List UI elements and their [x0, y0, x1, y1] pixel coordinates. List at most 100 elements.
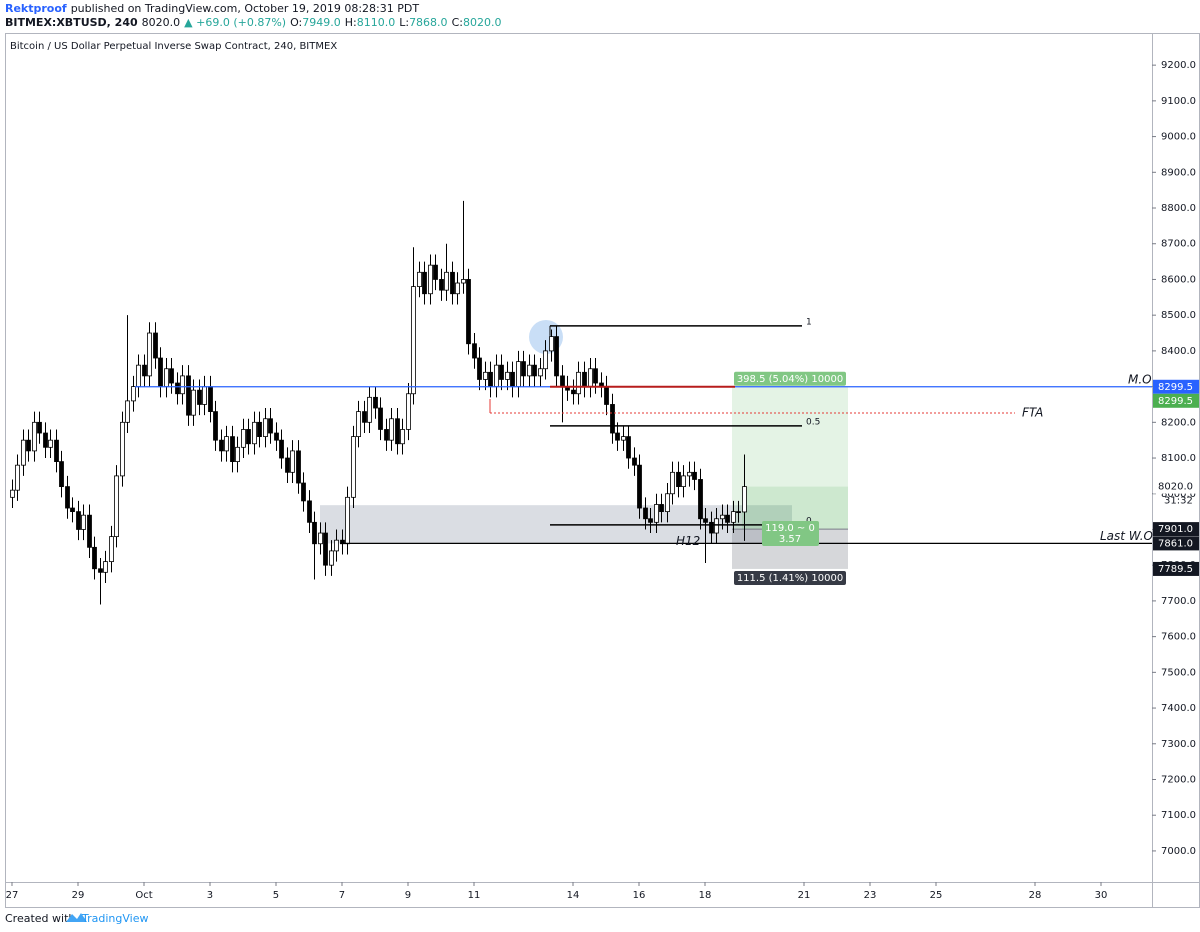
candle-body [76, 511, 81, 530]
y-tick-label: 7200.0 [1161, 774, 1196, 785]
candle-body [632, 457, 637, 466]
x-tick-label: 18 [699, 890, 712, 901]
fib-label: 0.5 [806, 417, 820, 427]
x-tick-label: 16 [633, 890, 646, 901]
rr-text: 3.57 [779, 534, 801, 545]
candle-body [582, 371, 587, 388]
candle-body [378, 407, 383, 430]
x-tick-label: 3 [207, 890, 213, 901]
candle-body [626, 436, 631, 459]
candle-body [274, 432, 279, 441]
candle-body [538, 368, 543, 377]
candle-body [560, 375, 565, 388]
candle-body [114, 475, 119, 538]
change: ▲ +69.0 (+0.87%) [184, 16, 286, 29]
candle-body [356, 411, 361, 438]
candle-body [10, 489, 15, 498]
y-tick-label: 8000.0 [1161, 489, 1196, 500]
candle-body [103, 561, 108, 573]
candle-body [32, 421, 37, 452]
target-price-tag [1153, 393, 1199, 408]
candle-body [268, 418, 273, 434]
y-tick-label: 8700.0 [1161, 239, 1196, 250]
candle-body [720, 514, 725, 520]
stop-text: 111.5 (1.41%) 10000 [737, 573, 843, 584]
candle-body [692, 471, 697, 480]
ohlc-value: 8110.0 [357, 16, 396, 29]
candle-body [670, 471, 675, 495]
candle-body [604, 386, 609, 405]
candle-body [70, 507, 75, 513]
candle-body [725, 514, 730, 523]
ohlc-value: 7868.0 [409, 16, 448, 29]
y-tick-label: 7300.0 [1161, 739, 1196, 750]
candle-body [505, 371, 510, 380]
footer-prefix: Created with [5, 912, 75, 925]
candle-body [461, 279, 466, 284]
candle-body [593, 368, 598, 384]
y-tick-label: 8800.0 [1161, 203, 1196, 214]
footer-logo [66, 913, 87, 922]
zone-label: H12 [676, 534, 700, 548]
entry-price-tag-label: 7901.0 [1158, 524, 1193, 535]
candle-body [687, 471, 692, 477]
candle-body [648, 518, 653, 523]
x-tick-label: 27 [6, 890, 19, 901]
x-tick-label: 5 [273, 890, 279, 901]
candle-body [400, 429, 405, 445]
candle-body [153, 332, 158, 359]
mo-price-tag-label: 8299.5 [1158, 382, 1193, 393]
x-tick-label: 21 [798, 890, 811, 901]
candle-body [98, 568, 103, 573]
target-price-tag-label: 8299.5 [1158, 396, 1193, 407]
candle-body [87, 514, 92, 548]
target-text: 398.5 (5.04%) 10000 [737, 374, 843, 385]
candle-body [455, 282, 460, 295]
candle-body [521, 361, 526, 377]
candle-body [373, 396, 378, 409]
candle-body [147, 332, 152, 377]
candle-body [477, 357, 482, 380]
mo-price-tag [1153, 379, 1199, 394]
mo-label: M.O [1128, 372, 1152, 386]
x-tick-label: 23 [864, 890, 877, 901]
candle-body [213, 411, 218, 441]
candle-body [169, 368, 174, 384]
candle-body [588, 368, 593, 388]
candle-body [351, 436, 356, 498]
x-tick-label: 29 [72, 890, 85, 901]
candle-body [43, 432, 48, 448]
candle-body [643, 507, 648, 520]
y-tick-label: 8400.0 [1161, 346, 1196, 357]
candle-body [65, 486, 70, 509]
candle-body [307, 500, 312, 523]
ohlc-value: 8020.0 [463, 16, 502, 29]
candle-body [48, 439, 53, 448]
candle-body [362, 411, 367, 423]
y-tick-label: 7700.0 [1161, 596, 1196, 607]
candle-body [142, 364, 147, 377]
candle-body [654, 504, 659, 523]
candle-body [202, 386, 207, 405]
candle-body [681, 475, 686, 488]
ohlc-label: O: [290, 16, 302, 29]
candle-body [395, 418, 400, 445]
target-tag [734, 371, 846, 386]
candle-body [411, 286, 416, 395]
symbol: BITMEX:XBTUSD, 240 [5, 16, 138, 29]
candle-body [186, 375, 191, 416]
last-price-tag [1153, 479, 1199, 494]
ohlc-value: 7949.0 [302, 16, 341, 29]
y-tick-label: 7600.0 [1161, 632, 1196, 643]
candle-body [246, 429, 251, 445]
candle-body [417, 271, 422, 287]
published: published on TradingView.com, October 19… [71, 2, 420, 15]
stop-price-tag [1153, 561, 1199, 576]
candle-body [109, 536, 114, 563]
ratio-text: 119.0 ~ 0 [765, 523, 815, 534]
x-tick-label: 25 [930, 890, 943, 901]
fta-label: FTA [1022, 406, 1043, 420]
x-tick-label: Oct [135, 890, 152, 901]
